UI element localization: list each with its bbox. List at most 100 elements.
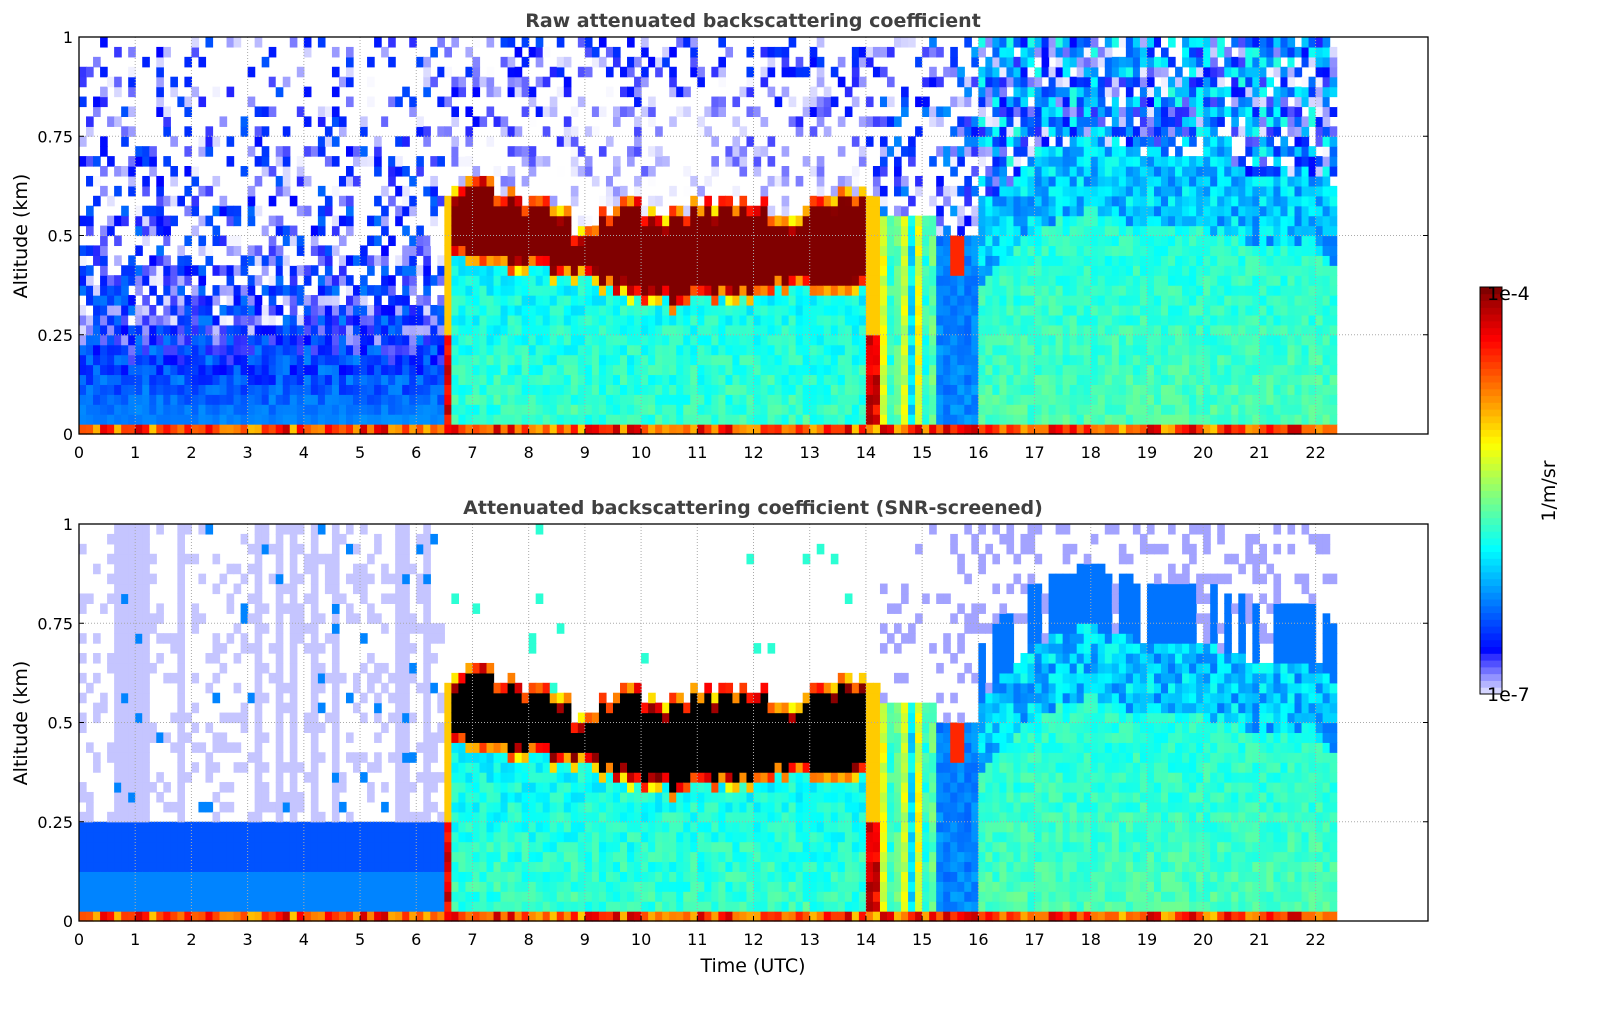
heatmap-cell [486,225,495,237]
heatmap-cell [177,334,185,346]
heatmap-cell [683,314,691,326]
heatmap-cell [1224,255,1232,266]
heatmap-cell [1048,175,1057,187]
heatmap-cell [93,295,101,306]
heatmap-cell [655,275,663,286]
heatmap-cell [816,185,825,197]
heatmap-cell [612,235,621,247]
heatmap-cell [767,136,776,147]
heatmap-cell [1104,166,1113,177]
heatmap-cell [1189,255,1197,266]
heatmap-cell [795,116,804,127]
heatmap-cell [521,404,530,415]
heatmap-cell [451,414,460,425]
heatmap-cell [100,384,108,395]
heatmap-cell [1168,424,1176,435]
heatmap-cell [823,354,832,366]
heatmap-cell [1062,265,1071,276]
heatmap-cell [437,37,445,48]
heatmap-cell [605,66,614,78]
heatmap-cell [549,66,558,78]
heatmap-cell [704,374,712,385]
heatmap-cell [830,225,839,237]
heatmap-cell [1125,265,1134,276]
heatmap-cell [1027,146,1036,157]
heatmap-cell [901,404,909,415]
heatmap-cell [669,404,677,415]
heatmap-cell [964,255,972,266]
heatmap-cell [753,314,762,326]
heatmap-cell [388,195,396,207]
heatmap-cell [591,235,600,247]
heatmap-cell [971,364,979,376]
heatmap-cell [732,205,741,217]
heatmap-cell [627,255,635,266]
heatmap-cell [100,185,108,197]
heatmap-cell [353,304,361,316]
heatmap-cell [1118,225,1127,237]
heatmap-cell [93,324,101,336]
heatmap-cell [985,334,993,346]
heatmap-cell [528,116,537,127]
heatmap-cell [1182,255,1190,266]
heatmap-cell [1034,76,1043,88]
heatmap-cell [212,394,221,405]
heatmap-cell [93,364,101,376]
heatmap-cell [1090,374,1099,385]
heatmap-cell [1153,374,1162,385]
heatmap-cell [1055,56,1064,68]
heatmap-cell [788,275,797,286]
heatmap-cell [795,374,804,385]
heatmap-cell [922,285,930,296]
heatmap-cell [612,295,621,306]
heatmap-cell [563,295,572,306]
heatmap-cell [1189,96,1197,108]
heatmap-cell [444,245,452,256]
heatmap-cell [1245,324,1253,336]
heatmap-cell [662,394,670,405]
heatmap-cell [1090,414,1099,425]
heatmap-cell [1161,364,1169,376]
heatmap-cell [1076,175,1085,187]
heatmap-cell [662,414,670,425]
heatmap-cell [901,175,909,187]
heatmap-cell [1048,235,1057,247]
heatmap-cell [1168,175,1176,187]
heatmap-cell [451,424,460,435]
heatmap-cell [929,314,937,326]
heatmap-cell [507,235,516,247]
heatmap-cell [500,37,509,48]
heatmap-cell [402,86,410,98]
heatmap-cell [858,324,867,336]
heatmap-cell [303,354,312,366]
heatmap-cell [964,364,972,376]
heatmap-cell [563,205,572,217]
heatmap-cell [1245,344,1253,356]
heatmap-cell [430,235,438,247]
heatmap-cell [1076,86,1085,98]
heatmap-cell [549,265,558,276]
heatmap-cell [402,285,410,296]
heatmap-cell [156,86,164,98]
heatmap-cell [1006,275,1015,286]
heatmap-cell [296,265,305,276]
heatmap-cell [992,56,1001,68]
heatmap-cell [1189,205,1197,217]
heatmap-cell [830,384,839,395]
heatmap-cell [528,424,537,435]
heatmap-cell [570,394,579,405]
heatmap-cell [310,374,319,385]
heatmap-cell [978,265,986,276]
heatmap-cell [886,364,895,376]
heatmap-cell [1196,225,1204,237]
heatmap-cell [929,304,937,316]
heatmap-cell [388,354,396,366]
heatmap-cell [226,374,235,385]
heatmap-cell [985,76,993,88]
heatmap-cell [275,334,284,346]
heatmap-cell [1111,295,1120,306]
heatmap-cell [591,225,600,237]
heatmap-cell [1217,215,1225,227]
heatmap-cell [1189,56,1197,68]
heatmap-cell [872,394,881,405]
